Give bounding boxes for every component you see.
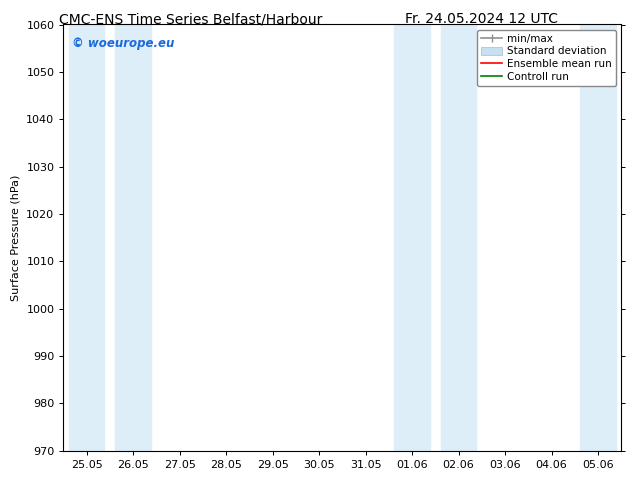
Bar <box>441 24 476 451</box>
Y-axis label: Surface Pressure (hPa): Surface Pressure (hPa) <box>11 174 21 301</box>
Text: © woeurope.eu: © woeurope.eu <box>72 37 174 50</box>
Text: Fr. 24.05.2024 12 UTC: Fr. 24.05.2024 12 UTC <box>405 12 559 26</box>
Text: CMC-ENS Time Series Belfast/Harbour: CMC-ENS Time Series Belfast/Harbour <box>58 12 322 26</box>
Bar <box>69 24 105 451</box>
Bar <box>580 24 616 451</box>
Bar <box>394 24 430 451</box>
Legend: min/max, Standard deviation, Ensemble mean run, Controll run: min/max, Standard deviation, Ensemble me… <box>477 30 616 86</box>
Bar <box>115 24 151 451</box>
